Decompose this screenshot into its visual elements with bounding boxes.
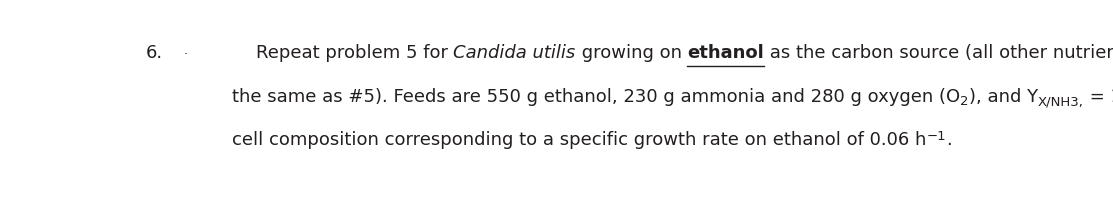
- Text: ), and Y: ), and Y: [969, 87, 1038, 105]
- Text: 2: 2: [961, 95, 969, 107]
- Text: growing on: growing on: [575, 44, 688, 62]
- Text: −1: −1: [927, 129, 946, 142]
- Text: ethanol: ethanol: [688, 44, 764, 62]
- Text: the same as #5). Feeds are 550 g ethanol, 230 g ammonia and 280 g oxygen (O: the same as #5). Feeds are 550 g ethanol…: [233, 87, 961, 105]
- Text: Candida utilis: Candida utilis: [453, 44, 575, 62]
- Text: = 1.44 g/g. Use the: = 1.44 g/g. Use the: [1084, 87, 1113, 105]
- Text: cell composition corresponding to a specific growth rate on ethanol of 0.06 h: cell composition corresponding to a spec…: [233, 130, 927, 148]
- Text: .: .: [946, 130, 952, 148]
- Text: as the carbon source (all other nutrient sources: as the carbon source (all other nutrient…: [764, 44, 1113, 62]
- Text: Repeat problem 5 for: Repeat problem 5 for: [256, 44, 453, 62]
- Text: X/NH3,: X/NH3,: [1038, 95, 1084, 107]
- Text: ·: ·: [184, 48, 188, 61]
- Text: 6.: 6.: [146, 44, 164, 62]
